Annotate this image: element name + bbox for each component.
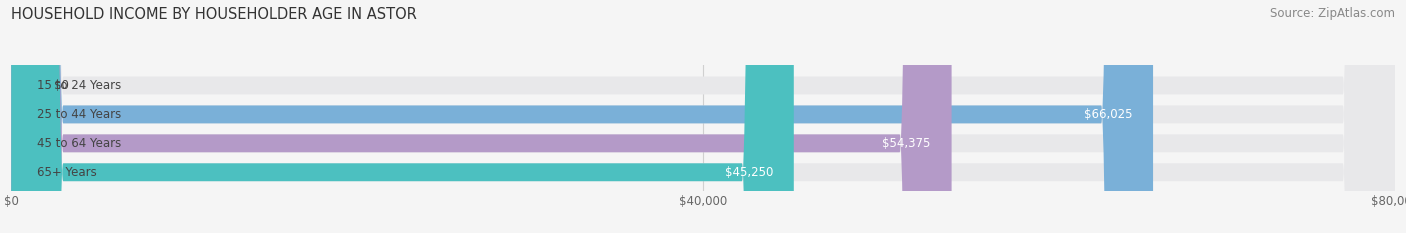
Text: 45 to 64 Years: 45 to 64 Years (37, 137, 121, 150)
Text: 15 to 24 Years: 15 to 24 Years (37, 79, 121, 92)
Text: Source: ZipAtlas.com: Source: ZipAtlas.com (1270, 7, 1395, 20)
Text: 25 to 44 Years: 25 to 44 Years (37, 108, 121, 121)
FancyBboxPatch shape (11, 0, 952, 233)
Text: $54,375: $54,375 (883, 137, 931, 150)
Text: HOUSEHOLD INCOME BY HOUSEHOLDER AGE IN ASTOR: HOUSEHOLD INCOME BY HOUSEHOLDER AGE IN A… (11, 7, 418, 22)
FancyBboxPatch shape (11, 0, 1153, 233)
FancyBboxPatch shape (11, 0, 1395, 233)
FancyBboxPatch shape (11, 0, 1395, 233)
Text: 65+ Years: 65+ Years (37, 166, 97, 179)
FancyBboxPatch shape (11, 0, 1395, 233)
FancyBboxPatch shape (11, 0, 1395, 233)
Text: $66,025: $66,025 (1084, 108, 1132, 121)
FancyBboxPatch shape (11, 0, 794, 233)
Text: $45,250: $45,250 (724, 166, 773, 179)
Text: $0: $0 (55, 79, 69, 92)
